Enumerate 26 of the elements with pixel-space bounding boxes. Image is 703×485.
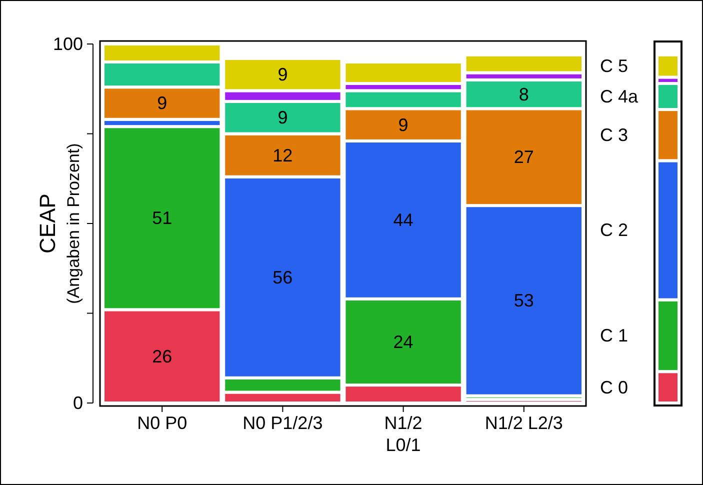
data-label: 9 [398, 114, 408, 135]
data-label: 8 [518, 84, 529, 104]
x-tick-label: N1/2 L0/1 [384, 413, 422, 455]
data-label: 56 [272, 267, 293, 288]
legend-label: C 5 [600, 56, 628, 76]
x-tick-label: N1/2 L2/3 [484, 413, 563, 433]
series-label: C 3 [600, 125, 628, 146]
legend-label: C 0 [600, 377, 628, 398]
data-label: 26 [152, 346, 172, 366]
data-label: 9 [278, 64, 288, 85]
data-label: 9 [278, 108, 288, 128]
y-tick-label: 100 [52, 34, 83, 54]
x-tick-label: N0 P0 [137, 413, 188, 433]
data-label: 12 [272, 145, 293, 166]
data-label: 53 [514, 290, 534, 311]
data-label: 9 [157, 93, 168, 114]
text: C 1 [600, 326, 628, 346]
x-tick-label: N0 P1/2/3 [242, 413, 323, 433]
series-label: C 2 [600, 220, 628, 240]
legend-label: C 4a [600, 86, 640, 107]
y-tick-label: 0 [72, 393, 83, 413]
data-label: 44 [393, 210, 414, 230]
data-label: 24 [393, 332, 414, 352]
data-label: 27 [514, 147, 534, 168]
y-axis-title: CEAP (Angaben in Prozent) [35, 143, 83, 304]
data-label: 51 [152, 208, 172, 228]
